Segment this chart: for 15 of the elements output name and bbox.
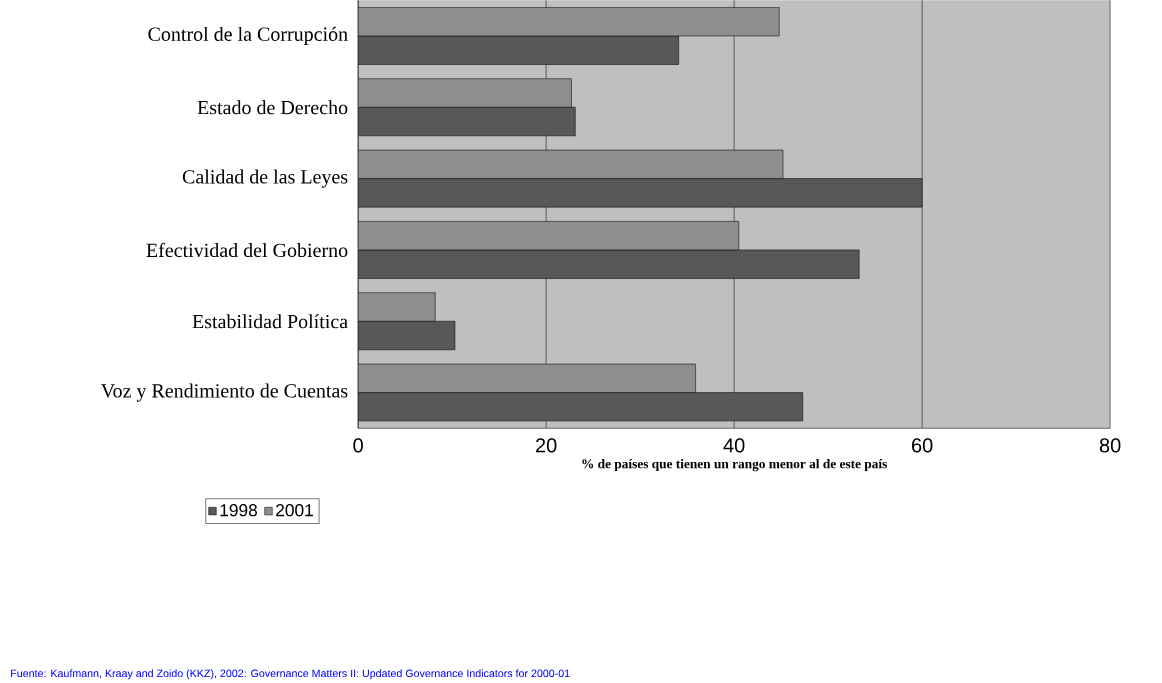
y-tick-label: Calidad de las Leyes xyxy=(182,169,348,188)
x-tick-label: 40 xyxy=(723,438,745,453)
x-tick-label: 80 xyxy=(1099,438,1121,453)
y-tick-label: Estabilidad Política xyxy=(192,314,348,329)
x-tick-label: 20 xyxy=(536,438,557,453)
y-tick-label: Voz y Rendimiento de Cuentas xyxy=(100,383,348,402)
y-tick-label: Efectividad del Gobierno xyxy=(146,242,348,257)
legend-label: 2001 xyxy=(276,503,313,517)
legend-label: 1998 xyxy=(220,503,257,517)
x-axis-title: % de países que tienen un rango menor al de este país xyxy=(582,458,887,472)
source-note: Fuente: Kaufmann, Kraay and Zoido (KKZ), 2002: Governance Matters II: Updated Governance Indicators for 2000-01 xyxy=(11,669,570,680)
y-tick-label: Estado de Derecho xyxy=(197,100,348,115)
x-tick-label: 0 xyxy=(353,438,363,453)
x-tick-label: 60 xyxy=(912,438,933,453)
y-tick-label: Control de la Corrupción xyxy=(148,26,348,45)
